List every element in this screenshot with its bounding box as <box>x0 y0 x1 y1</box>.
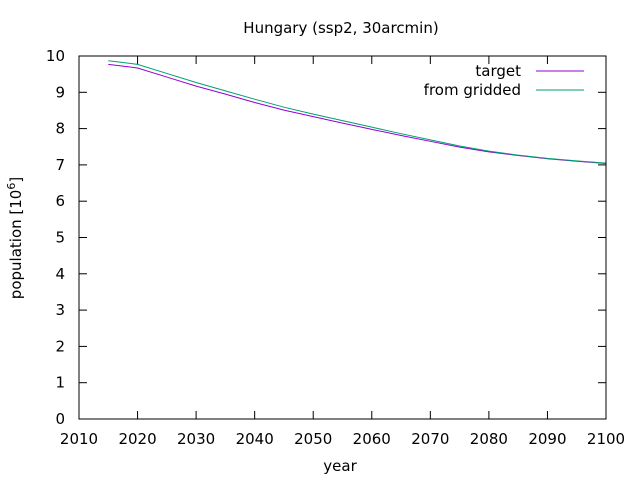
x-tick-label: 2080 <box>470 430 508 448</box>
y-tick-label: 5 <box>55 229 65 247</box>
x-axis-label: year <box>323 457 357 475</box>
x-tick-label: 2060 <box>353 430 391 448</box>
y-tick-label: 9 <box>55 83 65 101</box>
x-tick-label: 2100 <box>587 430 625 448</box>
legend: target from gridded <box>424 62 584 99</box>
series-lines <box>108 60 607 164</box>
legend-label-target: target <box>475 62 521 80</box>
y-tick-label: 8 <box>55 120 65 138</box>
y-tick-label: 7 <box>55 156 65 174</box>
y-tick-label: 2 <box>55 337 65 355</box>
x-tick-label: 2070 <box>411 430 449 448</box>
y-axis-label: population [106] <box>5 177 25 299</box>
x-tick-label: 2010 <box>60 430 98 448</box>
y-tick-label: 6 <box>55 192 65 210</box>
y-tick-label: 1 <box>55 374 65 392</box>
x-tick-label: 2040 <box>236 430 274 448</box>
y-axis-label-main: population [10 <box>7 190 25 300</box>
y-tick-labels: 0 1 2 3 4 5 6 7 8 9 10 <box>46 47 65 428</box>
y-axis-label-suffix: ] <box>7 177 25 183</box>
y-tick-label: 10 <box>46 47 65 65</box>
plot-frame <box>78 55 607 420</box>
y-axis-label-superscript: 6 <box>5 183 18 190</box>
y-tick-label: 4 <box>55 265 65 283</box>
series-line-target <box>108 63 607 164</box>
chart-title: Hungary (ssp2, 30arcmin) <box>243 19 438 37</box>
x-tick-label: 2030 <box>177 430 215 448</box>
y-tick-label: 0 <box>55 410 65 428</box>
x-tick-label: 2050 <box>294 430 332 448</box>
x-tick-label: 2090 <box>528 430 566 448</box>
legend-label-from-gridded: from gridded <box>424 81 521 99</box>
x-tick-labels: 2010 2020 2030 2040 2050 2060 2070 2080 2090 2100 <box>60 430 625 448</box>
series-line-from-gridded <box>108 60 607 164</box>
y-tick-label: 3 <box>55 301 65 319</box>
x-tick-label: 2020 <box>118 430 156 448</box>
tick-marks <box>78 55 607 420</box>
